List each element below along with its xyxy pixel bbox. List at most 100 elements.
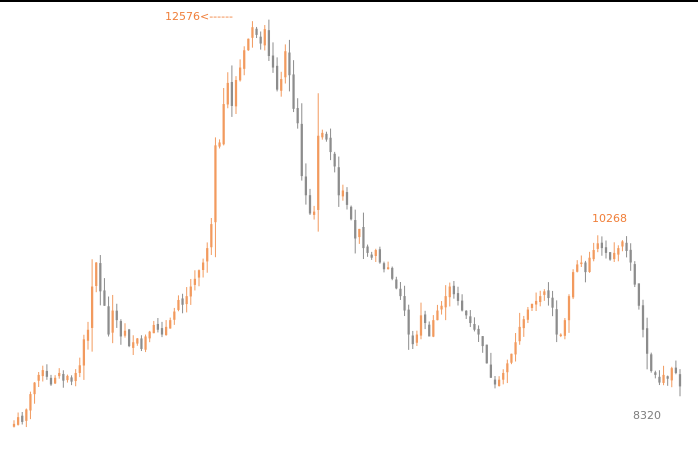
candle-body-up	[280, 79, 283, 91]
low-value-label: 8320	[633, 409, 661, 422]
candle-body-down	[325, 133, 328, 140]
candle-body-down	[292, 74, 295, 109]
candle-body-down	[403, 296, 406, 311]
candle-body-up	[506, 363, 509, 373]
candle-body-up	[189, 286, 192, 297]
candle-body-up	[82, 339, 86, 366]
candle-body-up	[16, 417, 20, 425]
candle-body-up	[197, 270, 201, 278]
candle-body-up	[164, 326, 168, 336]
candle-body-up	[670, 368, 673, 381]
candle-body-down	[230, 81, 234, 106]
candle-body-up	[592, 250, 595, 260]
candle-body-up	[95, 262, 98, 286]
candle-body-up	[86, 329, 90, 341]
candle-body-up	[201, 262, 205, 270]
candle-body-down	[329, 137, 332, 153]
candle-body-up	[214, 145, 217, 223]
candle-body-up	[177, 299, 180, 310]
candle-body-down	[259, 36, 262, 44]
candle-body-down	[452, 285, 456, 295]
candle-body-up	[580, 262, 583, 265]
candle-body-down	[629, 249, 632, 263]
candle-body-up	[341, 190, 345, 197]
candle-body-up	[526, 309, 530, 320]
candle-body-down	[382, 263, 386, 270]
candle-body-down	[140, 338, 143, 349]
candle-body-up	[25, 409, 28, 421]
candle-body-down	[551, 297, 554, 308]
candle-body-up	[510, 353, 513, 363]
candle-body-up	[284, 51, 287, 78]
candle-body-down	[181, 298, 184, 305]
candle-body-down	[333, 153, 336, 167]
candle-body-down	[70, 377, 73, 382]
candle-body-down	[460, 300, 464, 311]
candle-body-down	[399, 288, 402, 297]
candle-body-down	[625, 242, 628, 251]
candle-body-down	[370, 254, 373, 258]
candle-body-up	[136, 338, 139, 344]
candle-body-up	[312, 211, 316, 215]
candle-body-down	[411, 335, 414, 345]
candle-body-down	[275, 65, 279, 90]
candle-body-up	[123, 330, 127, 336]
candle-body-down	[345, 192, 349, 205]
candle-body-down	[428, 324, 431, 337]
candle-body-up	[251, 27, 254, 38]
candles-layer	[12, 19, 682, 428]
candle-body-up	[518, 326, 521, 342]
candle-body-up	[617, 248, 620, 255]
candle-body-up	[185, 296, 188, 305]
candle-body-up	[193, 278, 197, 285]
candle-body-up	[132, 342, 135, 348]
candle-body-up	[559, 334, 562, 337]
candle-body-down	[391, 267, 394, 279]
candle-body-up	[436, 310, 439, 321]
candle-body-up	[243, 50, 246, 69]
candle-body-down	[255, 28, 258, 35]
candle-body-down	[678, 374, 682, 387]
candle-body-up	[222, 104, 225, 145]
candle-body-up	[41, 370, 44, 377]
candle-body-up	[173, 311, 176, 320]
candle-body-down	[637, 283, 641, 306]
candle-body-up	[440, 305, 443, 310]
candle-body-down	[103, 290, 106, 306]
candle-body-up	[514, 342, 517, 355]
candle-body-down	[288, 52, 291, 76]
candle-body-down	[493, 379, 497, 385]
candle-body-down	[62, 373, 65, 381]
candle-body-down	[49, 377, 53, 385]
candle-body-up	[210, 224, 213, 248]
candle-body-up	[317, 135, 320, 210]
candle-body-down	[473, 323, 476, 330]
candle-body-down	[600, 242, 604, 249]
candle-body-up	[448, 286, 451, 298]
candle-body-down	[119, 321, 123, 337]
candle-body-down	[666, 376, 669, 379]
candle-body-down	[366, 246, 369, 253]
candle-body-up	[571, 272, 575, 298]
candle-body-down	[407, 309, 410, 335]
candle-body-up	[386, 267, 390, 270]
candle-body-down	[604, 247, 608, 253]
candle-body-down	[395, 279, 398, 289]
candle-body-up	[543, 291, 546, 295]
candle-body-up	[567, 296, 571, 321]
candle-body-down	[645, 328, 649, 354]
candle-body-up	[497, 379, 501, 386]
candle-body-down	[465, 310, 468, 316]
candle-body-down	[99, 263, 102, 292]
candle-body-down	[156, 323, 160, 330]
candle-body-up	[247, 38, 250, 51]
candle-body-up	[444, 296, 447, 308]
candle-body-down	[481, 336, 484, 347]
candle-body-up	[588, 257, 591, 272]
candle-body-up	[12, 423, 16, 427]
candle-body-up	[662, 374, 665, 383]
candle-body-up	[78, 365, 81, 373]
high-value-label: 12576<------	[165, 10, 233, 23]
